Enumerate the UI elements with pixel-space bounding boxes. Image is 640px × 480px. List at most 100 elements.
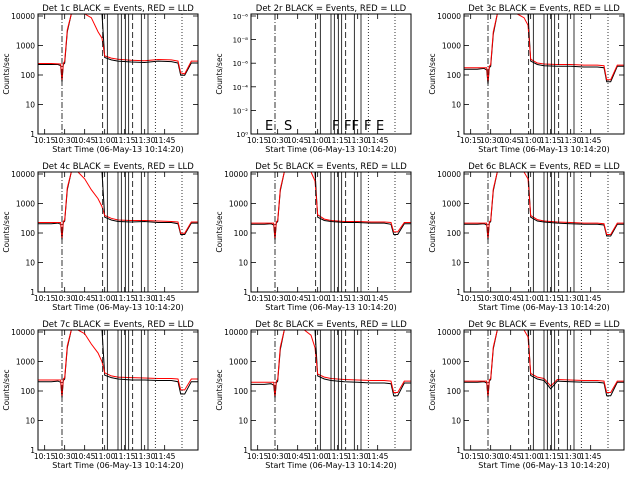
y-tick-label: 10	[451, 101, 461, 110]
panel-2: Det 2r BLACK = Events, RED = LLD Counts/s…	[215, 4, 412, 154]
y-axis-label: Counts/sec	[428, 369, 437, 410]
x-tick-label: 10:15	[34, 452, 56, 461]
x-tick-label: 10:30	[480, 452, 502, 461]
plot-frame	[37, 13, 199, 135]
x-axis-label: Start Time (06-May-13 10:14:20)	[478, 145, 609, 154]
x-axis-label: Start Time (06-May-13 10:14:20)	[52, 303, 183, 312]
x-axis-label: Start Time (06-May-13 10:14:20)	[265, 461, 396, 470]
x-tick-label: 11:00	[520, 294, 542, 303]
lld-series-line	[251, 330, 411, 396]
x-tick-label: 11:45	[367, 294, 389, 303]
y-tick-label: 1	[456, 446, 461, 455]
y-tick-label: 10000	[11, 12, 35, 21]
lld-series-line	[251, 172, 411, 238]
plot-frame	[463, 329, 625, 451]
x-tick-label: 10:15	[34, 294, 56, 303]
plot-frame	[250, 329, 412, 451]
plot-frame	[250, 171, 412, 293]
x-tick-label: 11:30	[134, 452, 156, 461]
segment-letter: E	[265, 119, 273, 134]
x-axis-label: Start Time (06-May-13 10:14:20)	[265, 145, 396, 154]
x-tick-label: 11:15	[114, 136, 136, 145]
series-group	[464, 172, 624, 240]
y-tick-label: 100	[234, 387, 249, 396]
x-tick-label: 10:30	[54, 452, 76, 461]
x-tick-label: 11:30	[347, 294, 369, 303]
panel-title: Det 1c BLACK = Events, RED = LLD	[42, 4, 194, 14]
panel-4: Det 4c BLACK = Events, RED = LLD Counts/s…	[2, 162, 199, 312]
y-tick-label: 10000	[437, 328, 461, 337]
segment-letter: E	[376, 119, 384, 134]
x-tick-label: 10:45	[74, 452, 96, 461]
x-tick-label: 11:30	[134, 294, 156, 303]
y-tick-label: 10000	[11, 328, 35, 337]
x-tick-label: 11:45	[154, 452, 176, 461]
x-tick-label: 10:45	[74, 136, 96, 145]
x-tick-label: 11:45	[367, 452, 389, 461]
x-tick-label: 10:30	[54, 136, 76, 145]
plot-frame	[37, 171, 199, 293]
plot-frame	[463, 171, 625, 293]
x-tick-label: 10:30	[267, 136, 289, 145]
x-tick-label: 11:30	[134, 136, 156, 145]
segment-letter: FF	[344, 119, 359, 134]
x-tick-label: 10:45	[287, 294, 309, 303]
panel-6: Det 6c BLACK = Events, RED = LLD Counts/s…	[428, 162, 625, 312]
panel-1: Det 1c BLACK = Events, RED = LLD Counts/s…	[2, 4, 199, 154]
plot-frame	[250, 13, 412, 135]
panel-8: Det 8c BLACK = Events, RED = LLD Counts/s…	[215, 320, 412, 470]
y-tick-label: 1	[30, 446, 35, 455]
y-tick-label: 100	[21, 71, 36, 80]
y-tick-label: 10⁻⁶	[233, 60, 249, 68]
y-tick-label: 1	[30, 288, 35, 297]
x-tick-label: 11:30	[347, 136, 369, 145]
series-group	[251, 330, 411, 398]
x-tick-label: 10:30	[480, 136, 502, 145]
panel-title: Det 2r BLACK = Events, RED = LLD	[256, 4, 407, 14]
x-tick-label: 10:15	[247, 294, 269, 303]
x-tick-label: 11:00	[520, 136, 542, 145]
y-axis-label: Counts/sec	[2, 53, 11, 94]
y-tick-label: 10000	[224, 170, 248, 179]
x-tick-label: 10:15	[460, 136, 482, 145]
y-tick-label: 100	[447, 229, 462, 238]
x-tick-label: 11:15	[540, 452, 562, 461]
y-tick-label: 10	[25, 417, 35, 426]
y-tick-label: 1000	[442, 42, 461, 51]
x-tick-label: 10:45	[500, 294, 522, 303]
lld-series-line	[464, 14, 624, 82]
series-group	[38, 172, 198, 240]
y-tick-label: 10⁻⁸	[233, 37, 249, 45]
y-tick-label: 10	[238, 417, 248, 426]
y-tick-label: 1000	[442, 358, 461, 367]
y-tick-label: 100	[447, 387, 462, 396]
y-tick-label: 10	[451, 259, 461, 268]
x-axis-label: Start Time (06-May-13 10:14:20)	[478, 461, 609, 470]
x-tick-label: 11:15	[114, 452, 136, 461]
y-tick-label: 10⁻²	[233, 107, 249, 115]
x-tick-label: 10:45	[287, 452, 309, 461]
y-tick-label: 100	[447, 71, 462, 80]
panel-title: Det 8c BLACK = Events, RED = LLD	[255, 320, 407, 330]
x-tick-label: 11:15	[540, 294, 562, 303]
x-tick-label: 10:45	[500, 452, 522, 461]
panel-title: Det 5c BLACK = Events, RED = LLD	[255, 162, 407, 172]
lld-series-line	[38, 14, 198, 80]
x-tick-label: 11:15	[327, 136, 349, 145]
y-tick-label: 1	[243, 446, 248, 455]
y-tick-label: 1000	[16, 200, 35, 209]
x-tick-label: 10:45	[74, 294, 96, 303]
y-axis-label: Counts/sec	[215, 53, 224, 94]
x-tick-label: 11:45	[580, 136, 602, 145]
lld-series-line	[38, 330, 198, 396]
series-group	[251, 172, 411, 240]
panel-title: Det 4c BLACK = Events, RED = LLD	[42, 162, 194, 172]
segment-letter: S	[284, 119, 292, 134]
series-group	[464, 330, 624, 398]
series-group	[38, 330, 198, 398]
panel-3: Det 3c BLACK = Events, RED = LLD Counts/s…	[428, 4, 625, 154]
x-tick-label: 11:45	[580, 294, 602, 303]
segment-letter: F	[364, 119, 371, 134]
y-tick-label: 10⁰	[236, 131, 248, 139]
y-tick-label: 1	[456, 130, 461, 139]
